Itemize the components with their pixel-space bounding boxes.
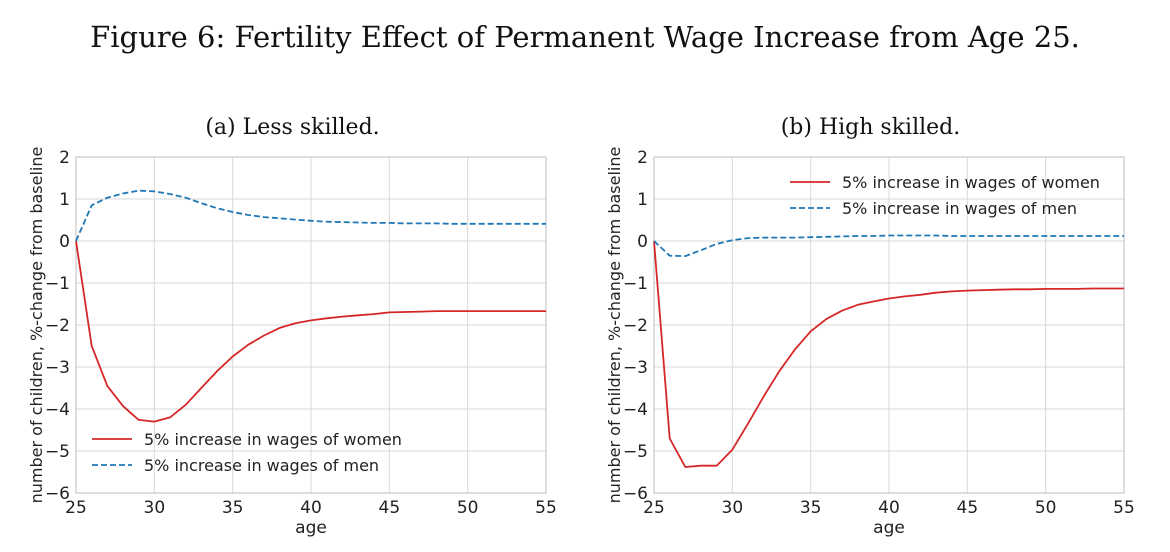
- panel-a-ytick-label: 0: [59, 232, 70, 252]
- panel-b-title: (b) High skilled.: [780, 115, 961, 140]
- panel-a-y-axis-label: number of children, %-change from baseli…: [27, 147, 46, 504]
- panel-a-ytick-label: 1: [59, 190, 70, 210]
- panel-a-series-women-line: [75, 240, 546, 423]
- panel-a-ytick-label: 2: [59, 148, 70, 168]
- panel-b-xtick-label: 55: [1113, 498, 1135, 518]
- panel-a-xtick-label: 25: [65, 498, 87, 518]
- panel-b-xtick-label: 45: [957, 498, 979, 518]
- panel-b-y-axis-label: number of children, %-change from baseli…: [605, 147, 624, 504]
- panel-a-title: (a) Less skilled.: [205, 115, 380, 140]
- panel-b-ytick-label: −5: [623, 442, 648, 462]
- panel-b-xtick-label: 30: [722, 498, 744, 518]
- panel-a-xtick-label: 40: [300, 498, 322, 518]
- panel-a-frame: [75, 156, 547, 494]
- panel-b-xtick-label: 50: [1035, 498, 1057, 518]
- panel-b-legend-label-0: 5% increase in wages of women: [842, 173, 1100, 192]
- panel-a-ytick-label: −4: [45, 400, 70, 420]
- panel-a-ytick-label: −2: [45, 316, 70, 336]
- panel-b-xtick-label: 25: [643, 498, 665, 518]
- panel-a-ytick-label: −1: [45, 274, 70, 294]
- panel-a-xtick-label: 55: [535, 498, 557, 518]
- figure-title: Figure 6: Fertility Effect of Permanent …: [90, 20, 1080, 54]
- panel-a-x-axis-label: age: [295, 518, 327, 538]
- panel-a-xtick-label: 45: [379, 498, 401, 518]
- panel-b-ytick-label: −3: [623, 358, 648, 378]
- panel-b-xtick-label: 35: [800, 498, 822, 518]
- panel-b-ytick-label: −6: [623, 484, 648, 504]
- panel-b-legend-label-1: 5% increase in wages of men: [842, 199, 1077, 218]
- panel-a-legend-label-1: 5% increase in wages of men: [144, 456, 379, 475]
- panel-a-ytick-label: −6: [45, 484, 70, 504]
- panel-a-ytick-label: −5: [45, 442, 70, 462]
- panel-b-ytick-label: 2: [637, 148, 648, 168]
- panel-b-series-women-line: [653, 240, 1124, 468]
- panel-b-x-axis-label: age: [873, 518, 905, 538]
- panel-b-xtick-label: 40: [878, 498, 900, 518]
- panel-b-ytick-label: −4: [623, 400, 648, 420]
- panel-a-ytick-label: −3: [45, 358, 70, 378]
- panel-a-xtick-label: 30: [144, 498, 166, 518]
- panel-b-ytick-label: 0: [637, 232, 648, 252]
- panel-b-ytick-label: −2: [623, 316, 648, 336]
- panel-a-series-men-line: [75, 189, 546, 242]
- panel-b-ytick-label: −1: [623, 274, 648, 294]
- panel-b-ytick-label: 1: [637, 190, 648, 210]
- panel-b-series-men-line: [653, 234, 1124, 258]
- panel-b-frame: [653, 156, 1125, 494]
- panel-a-legend-label-0: 5% increase in wages of women: [144, 430, 402, 449]
- panel-a-xtick-label: 50: [457, 498, 479, 518]
- panel-a-xtick-label: 35: [222, 498, 244, 518]
